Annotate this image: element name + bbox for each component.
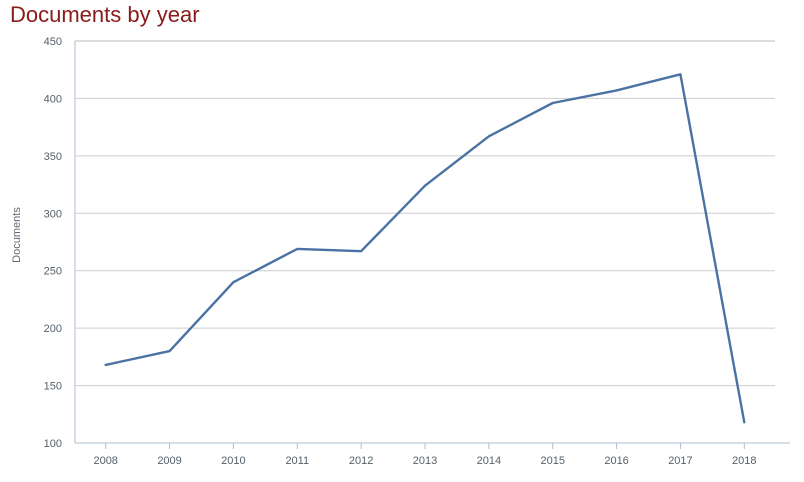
data-line-documents: [104, 73, 746, 424]
y-axis-tick-label: 200: [44, 323, 62, 335]
x-axis-tick-label: 2015: [540, 455, 564, 467]
y-axis-title: Documents: [11, 207, 23, 263]
x-axis-tick-label: 2009: [157, 455, 181, 467]
x-axis-tick-label: 2012: [349, 455, 373, 467]
y-axis-tick-label: 250: [44, 266, 62, 278]
y-axis-tick-label: 150: [44, 381, 62, 393]
x-axis-tick-label: 2011: [285, 455, 309, 467]
y-axis-tick-label: 350: [44, 151, 62, 163]
x-axis-tick-label: 2014: [477, 455, 501, 467]
chart-title: Documents by year: [10, 2, 200, 27]
y-axis-tick-label: 450: [44, 36, 62, 48]
x-axis-tick-label: 2010: [221, 455, 245, 467]
y-axis-tick-label: 300: [44, 208, 62, 220]
y-axis-tick-label: 400: [44, 93, 62, 105]
x-axis-tick-label: 2013: [413, 455, 437, 467]
x-axis-tick-label: 2017: [668, 455, 692, 467]
x-axis-tick-label: 2016: [604, 455, 628, 467]
x-axis-tick-label: 2008: [93, 455, 117, 467]
y-axis-tick-label: 100: [44, 438, 62, 450]
x-axis-tick-label: 2018: [732, 455, 756, 467]
